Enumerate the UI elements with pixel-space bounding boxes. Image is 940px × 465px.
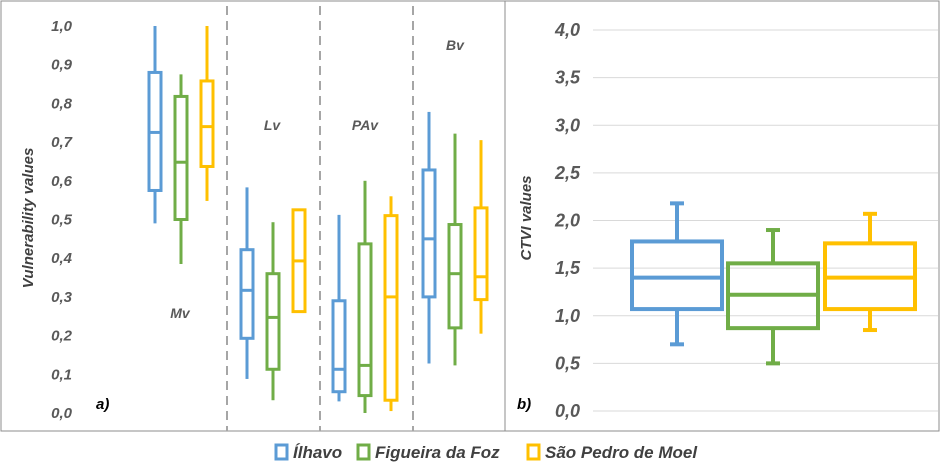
legend-label: Ílhavo [293,443,342,462]
box-figueira-da-foz [265,222,281,401]
box-s-o-pedro-de-moel [823,211,917,333]
y-tick-label: 0,0 [51,405,73,422]
legend-item: Ílhavo [274,443,342,462]
panel-a-group-dividers [226,6,414,431]
panel-a-group-labels: Mv Lv PAv Bv [170,37,465,321]
panel-a-y-ticks: 0,0 0,1 0,2 0,3 0,4 0,5 0,6 0,7 0,8 0,9 1,0 [51,18,73,422]
y-tick-label: 0,9 [51,57,73,74]
group-label-mv: Mv [170,305,191,321]
box--lhavo [147,26,163,224]
y-tick-label: 0,7 [51,134,73,151]
y-tick-label: 0,6 [51,173,73,190]
panel-a-label: a) [96,396,109,413]
box--lhavo [239,187,255,379]
y-tick-label: 0,1 [51,366,72,383]
panel-b-y-ticks: 0,0 0,5 1,0 1,5 2,0 2,5 3,0 3,5 4,0 [554,20,581,421]
figure-border [0,0,940,432]
legend-swatch [526,443,541,461]
panel-b-y-axis-title: CTVI values [518,175,535,260]
box-figueira-da-foz [726,228,820,366]
legend: Ílhavo Figueira da Foz São Pedro de Moel [274,443,698,462]
legend-item: São Pedro de Moel [526,443,698,462]
legend-label: São Pedro de Moel [545,443,698,462]
box--lhavo [630,201,724,347]
box-iqr [421,168,437,299]
box--lhavo [421,111,437,364]
y-tick-label: 0,3 [51,289,73,306]
group-pav [331,180,399,413]
legend-item: Figueira da Foz [356,443,500,462]
panel-b: 0,00,51,01,52,02,53,03,54,0 CTVI values … [517,20,938,421]
group-label-lv: Lv [264,117,282,133]
y-tick-label: 0,0 [555,401,580,421]
box-iqr [239,248,255,340]
box-figueira-da-foz [173,74,189,265]
legend-swatch [274,443,289,461]
legend-swatch [356,443,371,461]
y-tick-label: 2,0 [554,211,580,231]
box-figueira-da-foz [357,180,373,413]
panel-a-boxes [147,26,489,413]
panel-b-label: b) [517,396,531,413]
group-label-pav: PAv [352,117,379,133]
box-iqr [473,206,489,302]
panel-a: 0,0 0,1 0,2 0,3 0,4 0,5 0,6 0,7 0,8 0,9 1,0 Mv Lv PA… [20,6,489,431]
y-tick-label: 0,8 [51,95,73,112]
box-s-o-pedro-de-moel [199,26,215,201]
group-lv [239,187,307,401]
y-tick-label: 0,2 [51,328,73,345]
box-iqr [199,79,215,168]
legend-label: Figueira da Foz [375,443,500,462]
y-tick-label: 1,0 [555,306,580,326]
box--lhavo [331,214,347,402]
box-figueira-da-foz [447,133,463,366]
y-tick-label: 0,5 [51,212,73,229]
group-mv [147,26,215,265]
y-tick-label: 0,5 [555,353,581,373]
group-label-bv: Bv [446,37,465,53]
box-iqr [447,223,463,330]
box-s-o-pedro-de-moel [383,196,399,412]
box-s-o-pedro-de-moel [291,208,307,314]
box-s-o-pedro-de-moel [473,140,489,334]
box-iqr [331,299,347,394]
box-iqr [265,272,281,371]
y-tick-label: 1,5 [555,258,581,278]
panel-b-gridlines [593,29,938,412]
y-tick-label: 3,0 [555,115,580,135]
y-tick-label: 4,0 [554,20,580,40]
box-iqr [383,214,399,402]
y-tick-label: 1,0 [51,18,73,35]
box-iqr [630,239,724,312]
panel-a-y-axis-title: Vulnerability values [20,148,37,289]
box-iqr [357,242,373,398]
y-tick-label: 0,4 [51,250,73,267]
group-bv [421,111,489,366]
box-iqr [173,94,189,221]
y-tick-label: 3,5 [555,68,581,88]
y-tick-label: 2,5 [554,163,581,183]
panel-b-boxes [630,201,917,366]
